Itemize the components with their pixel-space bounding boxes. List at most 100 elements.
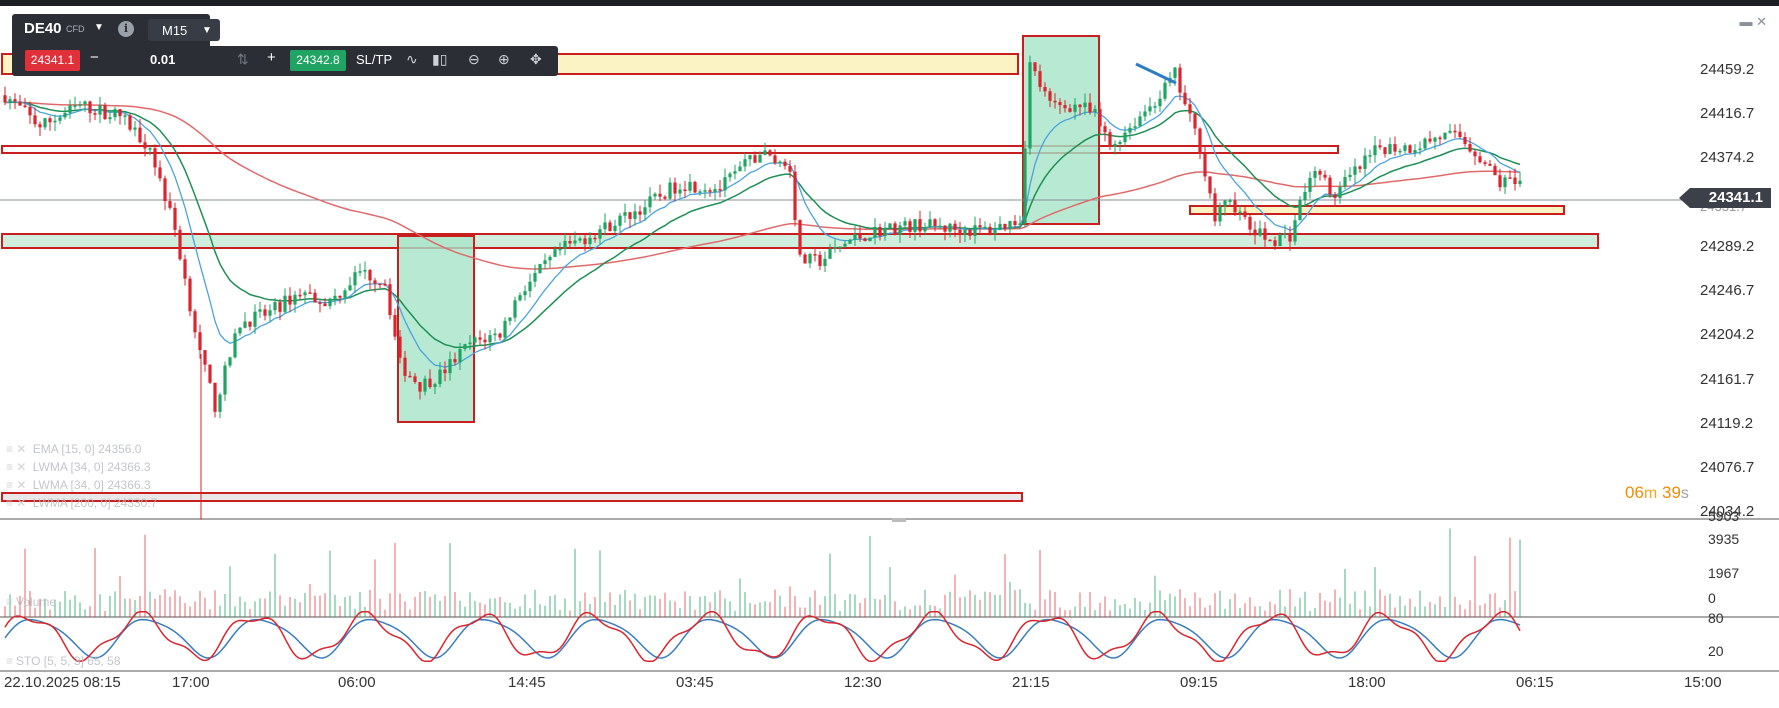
- candle: [1143, 111, 1147, 117]
- candle: [1283, 233, 1287, 235]
- info-icon[interactable]: i: [118, 21, 134, 37]
- candle: [128, 115, 132, 130]
- candle: [78, 104, 82, 106]
- candle: [1223, 200, 1227, 207]
- sell-button[interactable]: 24341.1: [25, 50, 80, 71]
- indicator-legend-item: ≡ ✕ LWMA [34, 0] 24366.3: [6, 460, 151, 474]
- candle: [1388, 144, 1392, 155]
- candle: [8, 99, 12, 103]
- candle: [1473, 151, 1477, 157]
- line-chart-icon[interactable]: ∿: [406, 51, 418, 67]
- candle: [828, 248, 832, 259]
- candle: [703, 190, 707, 192]
- candle: [778, 161, 782, 164]
- candle: [853, 233, 857, 240]
- quantity-input[interactable]: 0.01: [150, 52, 176, 67]
- candle: [88, 101, 92, 114]
- candle: [408, 375, 412, 378]
- candle: [903, 221, 907, 226]
- legend-item-icon[interactable]: ≡ ✕: [6, 442, 27, 456]
- increase-quantity-button[interactable]: +: [267, 49, 276, 66]
- candle: [258, 309, 262, 312]
- candle: [283, 295, 287, 312]
- candle: [268, 310, 272, 316]
- legend-item-icon[interactable]: ≡ ✕: [6, 496, 27, 510]
- candle: [153, 148, 157, 168]
- candle: [28, 106, 32, 116]
- candle: [23, 105, 27, 108]
- minimize-icon[interactable]: ▬: [1739, 14, 1753, 29]
- volume-axis-label: 3935: [1708, 531, 1740, 547]
- candle: [1123, 132, 1127, 143]
- candle: [1298, 200, 1302, 221]
- candle: [1453, 130, 1457, 133]
- candle: [358, 271, 362, 273]
- indicator-legend-item: ≡ ✕ EMA [15, 0] 24356.0: [6, 442, 141, 456]
- candles-layer: [3, 55, 1522, 520]
- candles-icon[interactable]: ▮▯: [432, 51, 448, 67]
- decrease-quantity-button[interactable]: −: [90, 49, 99, 66]
- candle: [673, 182, 677, 194]
- candle: [93, 113, 97, 115]
- candle: [208, 364, 212, 383]
- candle: [1413, 149, 1417, 153]
- candle: [788, 166, 792, 172]
- candle: [1113, 143, 1117, 147]
- symbol-label[interactable]: DE40: [24, 20, 62, 37]
- candle: [1178, 67, 1182, 93]
- candle: [1468, 144, 1472, 152]
- candle: [938, 225, 942, 228]
- crosshair-icon[interactable]: ✥: [530, 51, 542, 67]
- legend-item-label: LWMA [34, 0] 24366.3: [29, 460, 151, 474]
- candle: [133, 127, 137, 130]
- legend-item-icon[interactable]: ≡ ✕: [6, 460, 27, 474]
- candle: [213, 382, 217, 412]
- timeframe-select[interactable]: M15 ▼: [148, 19, 220, 41]
- candle: [818, 254, 822, 266]
- candle: [243, 321, 247, 328]
- candle: [1088, 102, 1092, 113]
- candle: [198, 332, 202, 351]
- sltp-button[interactable]: SL/TP: [356, 52, 393, 67]
- candle: [793, 171, 797, 220]
- close-icon[interactable]: ✕: [1756, 14, 1767, 29]
- candle: [808, 254, 812, 264]
- time-axis-label: 18:00: [1348, 674, 1386, 691]
- price-axis-label: 24034.2: [1700, 503, 1755, 520]
- candle: [1153, 106, 1157, 108]
- time-axis-label: 06:15: [1516, 674, 1554, 691]
- price-axis-label: 24161.7: [1700, 371, 1755, 388]
- candle: [1418, 148, 1422, 151]
- candle: [768, 150, 772, 156]
- candle: [1008, 221, 1012, 230]
- candle: [1253, 229, 1257, 236]
- candle: [1273, 240, 1277, 247]
- candle: [998, 223, 1002, 231]
- candle: [738, 166, 742, 172]
- candle: [698, 191, 702, 193]
- candle: [178, 229, 182, 260]
- candle: [68, 105, 72, 113]
- zoom-in-icon[interactable]: ⊕: [498, 51, 510, 67]
- swap-icon[interactable]: ⇅: [237, 51, 249, 67]
- instrument-header[interactable]: DE40 CFD ▼ i M15 ▼: [12, 14, 220, 46]
- candle: [1018, 223, 1022, 226]
- candle: [433, 384, 437, 388]
- zone-yellow-small: [1189, 205, 1565, 215]
- candle: [1093, 109, 1097, 113]
- candle: [1173, 67, 1177, 78]
- symbol-dropdown-icon[interactable]: ▼: [94, 22, 104, 33]
- buy-button[interactable]: 24342.8: [290, 50, 346, 71]
- zoom-out-icon[interactable]: ⊖: [468, 51, 480, 67]
- candle: [858, 233, 862, 239]
- candle: [513, 300, 517, 318]
- candle: [1133, 126, 1137, 128]
- candle: [308, 292, 312, 294]
- candle: [48, 118, 52, 123]
- candle: [708, 190, 712, 192]
- candle: [1398, 150, 1402, 153]
- legend-item-icon[interactable]: ≡ ✕: [6, 478, 27, 492]
- candle: [1348, 174, 1352, 178]
- candle: [38, 124, 42, 128]
